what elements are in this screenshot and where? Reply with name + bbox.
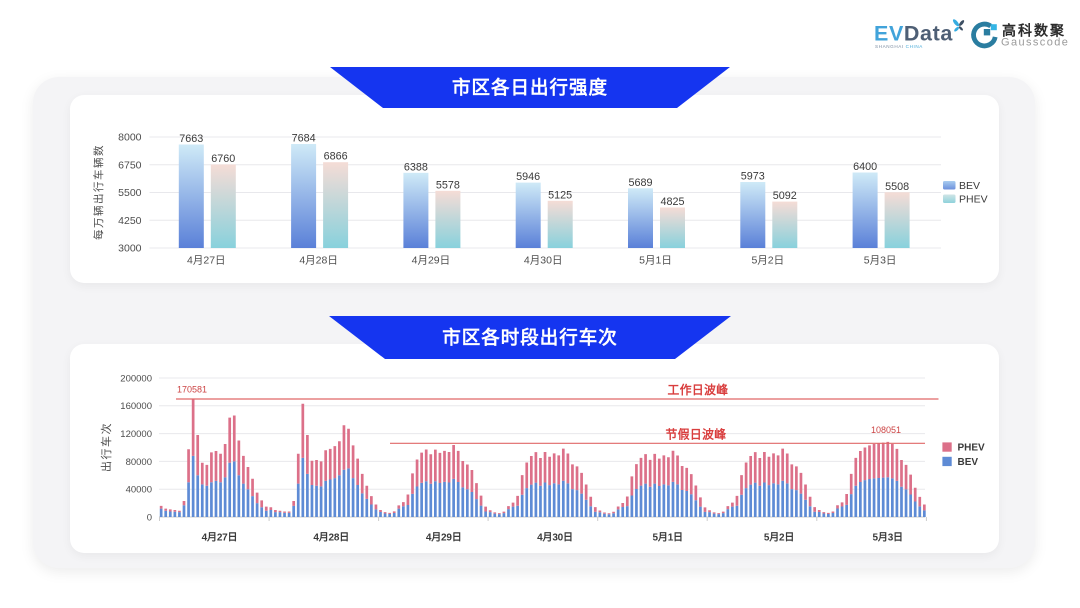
svg-text:200000: 200000 — [120, 373, 152, 384]
svg-text:5689: 5689 — [628, 177, 652, 189]
svg-text:5125: 5125 — [548, 189, 572, 201]
svg-text:4月30日: 4月30日 — [524, 255, 563, 267]
svg-text:6400: 6400 — [853, 161, 877, 173]
svg-text:4月27日: 4月27日 — [202, 532, 238, 544]
svg-text:PHEV: PHEV — [959, 193, 988, 205]
svg-text:6388: 6388 — [404, 161, 428, 173]
svg-text:5508: 5508 — [885, 181, 909, 193]
svg-text:5578: 5578 — [436, 179, 460, 191]
svg-text:5月1日: 5月1日 — [653, 532, 683, 544]
svg-text:5092: 5092 — [773, 190, 797, 202]
svg-text:5月1日: 5月1日 — [639, 255, 672, 267]
svg-text:5月2日: 5月2日 — [764, 532, 794, 544]
svg-text:4月29日: 4月29日 — [412, 255, 451, 267]
svg-text:5月3日: 5月3日 — [864, 255, 897, 267]
svg-text:PHEV: PHEV — [958, 442, 986, 453]
svg-text:BEV: BEV — [958, 457, 979, 468]
svg-text:120000: 120000 — [120, 429, 152, 440]
svg-text:5946: 5946 — [516, 171, 540, 183]
svg-text:4月29日: 4月29日 — [426, 532, 462, 544]
svg-text:4250: 4250 — [118, 215, 142, 227]
svg-text:节假日波峰: 节假日波峰 — [666, 428, 727, 442]
svg-text:工作日波峰: 工作日波峰 — [668, 383, 729, 397]
svg-text:5500: 5500 — [118, 187, 142, 199]
svg-text:6750: 6750 — [118, 159, 142, 171]
svg-text:出行车次: 出行车次 — [99, 422, 113, 472]
svg-text:4月30日: 4月30日 — [537, 532, 573, 544]
svg-text:108051: 108051 — [871, 425, 901, 435]
svg-text:每万辆出行车辆数: 每万辆出行车辆数 — [92, 144, 105, 240]
svg-text:4月28日: 4月28日 — [299, 255, 338, 267]
svg-text:高科数聚: 高科数聚 — [1002, 23, 1066, 39]
svg-text:SHANGHAI CHINA: SHANGHAI CHINA — [875, 44, 923, 49]
svg-text:EVData: EVData — [874, 22, 953, 46]
svg-text:4月28日: 4月28日 — [313, 532, 349, 544]
svg-text:7684: 7684 — [292, 133, 316, 145]
svg-text:5月2日: 5月2日 — [751, 255, 784, 267]
svg-text:170581: 170581 — [177, 385, 207, 395]
svg-text:Gausscode: Gausscode — [1001, 37, 1069, 49]
svg-text:6866: 6866 — [324, 151, 348, 163]
svg-text:5月3日: 5月3日 — [873, 532, 903, 544]
svg-text:BEV: BEV — [959, 180, 980, 192]
svg-text:7663: 7663 — [179, 133, 203, 145]
svg-text:4825: 4825 — [660, 196, 684, 208]
svg-text:0: 0 — [147, 512, 152, 523]
svg-text:5973: 5973 — [741, 171, 765, 183]
svg-text:3000: 3000 — [118, 243, 142, 255]
svg-text:6760: 6760 — [211, 153, 235, 165]
svg-text:80000: 80000 — [126, 457, 152, 468]
svg-text:160000: 160000 — [120, 401, 152, 412]
svg-text:40000: 40000 — [126, 485, 152, 496]
svg-text:4月27日: 4月27日 — [187, 255, 226, 267]
svg-text:8000: 8000 — [118, 132, 142, 144]
